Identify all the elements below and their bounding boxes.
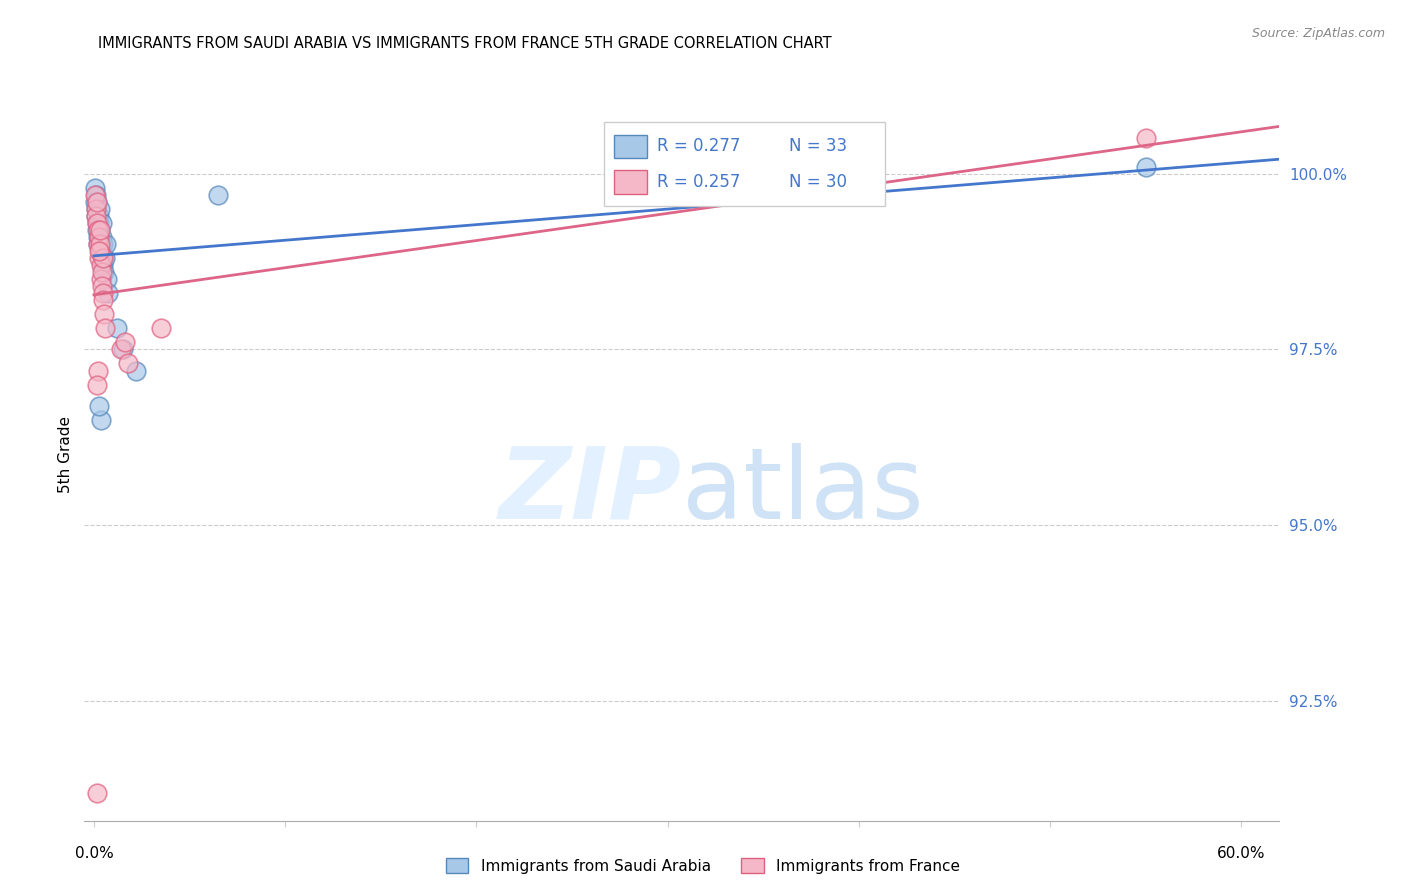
Text: atlas: atlas xyxy=(682,443,924,540)
FancyBboxPatch shape xyxy=(605,122,886,206)
Point xyxy=(111,343,134,357)
Text: R = 0.277: R = 0.277 xyxy=(657,137,740,155)
Point xyxy=(96,272,118,286)
Point xyxy=(87,223,110,237)
Point xyxy=(86,785,108,799)
Point xyxy=(91,286,114,301)
Point xyxy=(114,335,136,350)
Point xyxy=(87,251,110,265)
Point xyxy=(97,286,120,301)
Text: R = 0.257: R = 0.257 xyxy=(657,173,740,191)
Text: Source: ZipAtlas.com: Source: ZipAtlas.com xyxy=(1251,27,1385,40)
Text: N = 30: N = 30 xyxy=(790,173,848,191)
Point xyxy=(91,279,114,293)
Point xyxy=(90,258,112,272)
Point xyxy=(90,272,112,286)
Point xyxy=(94,251,117,265)
Point xyxy=(91,251,114,265)
Point xyxy=(86,216,108,230)
Point xyxy=(89,236,111,251)
Point xyxy=(84,187,107,202)
Point xyxy=(84,187,107,202)
Point xyxy=(93,258,115,272)
Point xyxy=(87,216,110,230)
Point xyxy=(86,194,108,209)
Point xyxy=(89,230,111,244)
Text: ZIP: ZIP xyxy=(499,443,682,540)
Point xyxy=(89,202,111,216)
Bar xyxy=(614,170,647,194)
Point xyxy=(87,236,110,251)
Point xyxy=(87,230,110,244)
Point xyxy=(90,244,112,258)
Text: IMMIGRANTS FROM SAUDI ARABIA VS IMMIGRANTS FROM FRANCE 5TH GRADE CORRELATION CHA: IMMIGRANTS FROM SAUDI ARABIA VS IMMIGRAN… xyxy=(98,36,832,51)
Point xyxy=(93,265,115,279)
Y-axis label: 5th Grade: 5th Grade xyxy=(58,417,73,493)
Point xyxy=(89,223,111,237)
Point xyxy=(87,236,110,251)
Point xyxy=(84,202,107,216)
Point xyxy=(87,363,110,377)
Point xyxy=(207,187,229,202)
Text: 60.0%: 60.0% xyxy=(1218,846,1265,861)
Point xyxy=(89,244,111,258)
Point xyxy=(1135,131,1157,145)
Point xyxy=(149,321,172,335)
Bar xyxy=(614,135,647,158)
Point xyxy=(94,321,117,335)
Point xyxy=(93,307,115,321)
Point xyxy=(86,194,108,209)
Point xyxy=(90,230,112,244)
Point xyxy=(86,209,108,223)
Point xyxy=(86,216,108,230)
Point xyxy=(91,216,114,230)
Point xyxy=(117,357,139,371)
Point xyxy=(93,293,115,308)
Point xyxy=(125,363,148,377)
Point xyxy=(90,265,112,279)
Point xyxy=(87,209,110,223)
Point xyxy=(110,343,132,357)
Point xyxy=(86,377,108,392)
Point xyxy=(1135,160,1157,174)
Point xyxy=(90,236,112,251)
Point xyxy=(89,399,111,413)
Point xyxy=(96,236,118,251)
Legend: Immigrants from Saudi Arabia, Immigrants from France: Immigrants from Saudi Arabia, Immigrants… xyxy=(440,852,966,880)
Point xyxy=(84,194,107,209)
Point xyxy=(105,321,128,335)
Point xyxy=(83,180,105,194)
Text: 0.0%: 0.0% xyxy=(75,846,114,861)
Point xyxy=(87,244,110,258)
Point xyxy=(91,251,114,265)
Point xyxy=(91,236,114,251)
Point xyxy=(86,209,108,223)
Point xyxy=(84,202,107,216)
Point xyxy=(89,223,111,237)
Point xyxy=(90,413,112,427)
Point xyxy=(86,223,108,237)
Text: N = 33: N = 33 xyxy=(790,137,848,155)
